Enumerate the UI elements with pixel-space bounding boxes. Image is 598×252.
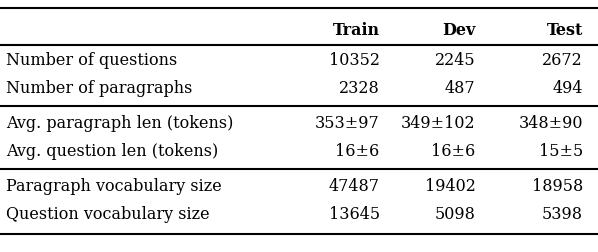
Text: 18958: 18958 bbox=[532, 178, 583, 195]
Text: 16±6: 16±6 bbox=[431, 143, 475, 160]
Text: Question vocabulary size: Question vocabulary size bbox=[6, 206, 210, 223]
Text: Train: Train bbox=[332, 22, 380, 39]
Text: 353±97: 353±97 bbox=[315, 115, 380, 132]
Text: 2328: 2328 bbox=[339, 80, 380, 97]
Text: Avg. question len (tokens): Avg. question len (tokens) bbox=[6, 143, 218, 160]
Text: 5398: 5398 bbox=[542, 206, 583, 223]
Text: 494: 494 bbox=[553, 80, 583, 97]
Text: 16±6: 16±6 bbox=[335, 143, 380, 160]
Text: 13645: 13645 bbox=[329, 206, 380, 223]
Text: 2245: 2245 bbox=[435, 52, 475, 69]
Text: Avg. paragraph len (tokens): Avg. paragraph len (tokens) bbox=[6, 115, 233, 132]
Text: 487: 487 bbox=[445, 80, 475, 97]
Text: 10352: 10352 bbox=[329, 52, 380, 69]
Text: 47487: 47487 bbox=[329, 178, 380, 195]
Text: Test: Test bbox=[547, 22, 583, 39]
Text: 2672: 2672 bbox=[542, 52, 583, 69]
Text: 19402: 19402 bbox=[425, 178, 475, 195]
Text: Dev: Dev bbox=[442, 22, 475, 39]
Text: 5098: 5098 bbox=[435, 206, 475, 223]
Text: Paragraph vocabulary size: Paragraph vocabulary size bbox=[6, 178, 222, 195]
Text: Number of questions: Number of questions bbox=[6, 52, 177, 69]
Text: 348±90: 348±90 bbox=[518, 115, 583, 132]
Text: 15±5: 15±5 bbox=[539, 143, 583, 160]
Text: 349±102: 349±102 bbox=[401, 115, 475, 132]
Text: Number of paragraphs: Number of paragraphs bbox=[6, 80, 193, 97]
